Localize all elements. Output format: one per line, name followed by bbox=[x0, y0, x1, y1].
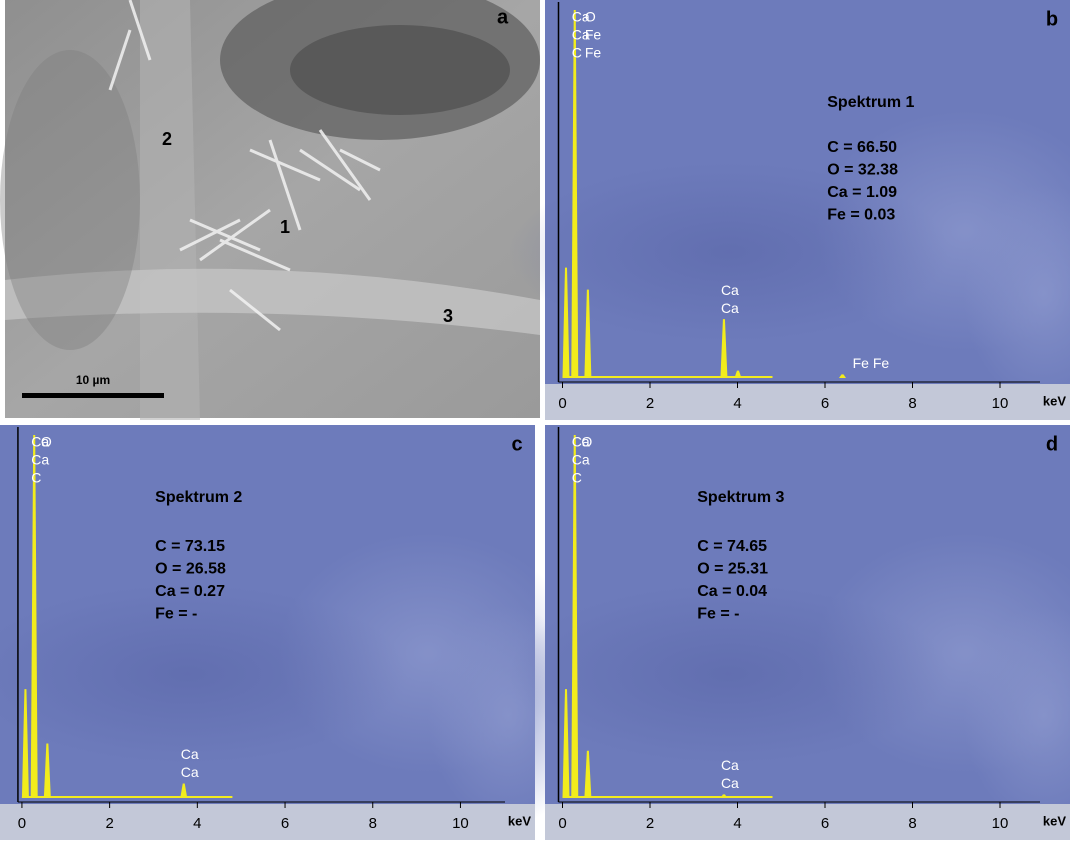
x-tick-label: 6 bbox=[281, 815, 289, 832]
panel-letter: c bbox=[511, 433, 522, 455]
spectrum-title: Spektrum 2 bbox=[155, 489, 242, 506]
point-label: 3 bbox=[443, 306, 453, 326]
x-axis-label: keV bbox=[1043, 393, 1066, 408]
x-tick-label: 6 bbox=[821, 815, 829, 832]
composition-line: C = 66.50 bbox=[827, 139, 897, 156]
x-tick-label: 0 bbox=[558, 395, 566, 412]
x-tick-label: 2 bbox=[646, 395, 654, 412]
peak-label: C bbox=[572, 45, 582, 61]
composition-line: Ca = 0.27 bbox=[155, 583, 225, 600]
composition-line: Fe = - bbox=[697, 606, 739, 623]
point-label: 2 bbox=[162, 129, 172, 149]
peak-label: Ca bbox=[31, 452, 49, 468]
peak-label: Ca bbox=[181, 746, 199, 762]
composition-line: C = 73.15 bbox=[155, 538, 225, 555]
x-tick-label: 10 bbox=[452, 815, 469, 832]
composition-line: O = 32.38 bbox=[827, 162, 898, 179]
peak-label: Fe Fe bbox=[853, 355, 890, 371]
composition-line: Fe = 0.03 bbox=[827, 207, 895, 224]
spectrum-baseline bbox=[563, 796, 773, 798]
scale-bar-label: 10 µm bbox=[76, 373, 110, 387]
peak-label: Fe bbox=[585, 27, 602, 43]
spectrum-title: Spektrum 1 bbox=[827, 94, 914, 111]
composition-line: O = 26.58 bbox=[155, 561, 226, 578]
x-tick-label: 4 bbox=[733, 815, 741, 832]
composition-line: Ca = 0.04 bbox=[697, 583, 767, 600]
x-tick-label: 10 bbox=[992, 815, 1009, 832]
panel-letter: b bbox=[1046, 8, 1058, 30]
x-axis-label: keV bbox=[1043, 813, 1066, 828]
spectrum-panel: 0 2 4 6 8 10 keV d Spektrum 3 C = 74.65 O = 25.31 C… bbox=[509, 425, 1070, 840]
sem-image bbox=[0, 0, 540, 420]
x-tick-label: 6 bbox=[821, 395, 829, 412]
composition-line: C = 74.65 bbox=[697, 538, 767, 555]
peak-label: Ca bbox=[572, 452, 590, 468]
x-tick-label: 0 bbox=[558, 815, 566, 832]
peak-label: Fe bbox=[585, 45, 602, 61]
peak-label: Ca bbox=[721, 300, 739, 316]
x-axis-label: keV bbox=[508, 813, 531, 828]
peak-label: C bbox=[572, 470, 582, 486]
spectrum-panel: 0 2 4 6 8 10 keV c Spektrum 2 C = 73.15 O = 26.58 C… bbox=[0, 425, 588, 840]
x-tick-label: 8 bbox=[908, 815, 916, 832]
spectrum-panel: 0 2 4 6 8 10 keV b Spektrum 1 C = 66.50 O = 32.38 C… bbox=[509, 0, 1070, 420]
point-label: 1 bbox=[280, 217, 290, 237]
x-tick-label: 4 bbox=[193, 815, 201, 832]
composition-line: O = 25.31 bbox=[697, 561, 768, 578]
x-tick-label: 10 bbox=[992, 395, 1009, 412]
x-tick-label: 8 bbox=[908, 395, 916, 412]
panel-letter: d bbox=[1046, 433, 1058, 455]
spectrum-title: Spektrum 3 bbox=[697, 489, 784, 506]
composition-line: Fe = - bbox=[155, 606, 197, 623]
figure: a 1 2 3 10 µm 0 2 4 6 8 10 keV b Spektrum 1 C = 6… bbox=[0, 0, 1070, 840]
peak-label: Ca bbox=[721, 775, 739, 791]
composition-line: Ca = 1.09 bbox=[827, 184, 897, 201]
peak-label: O bbox=[581, 434, 592, 450]
panel-letter: a bbox=[497, 6, 509, 28]
peak-label: Ca bbox=[721, 757, 739, 773]
peak-label: C bbox=[31, 470, 41, 486]
peak-label: O bbox=[41, 434, 52, 450]
x-tick-label: 0 bbox=[18, 815, 26, 832]
peak-label: Ca bbox=[181, 764, 199, 780]
spectrum-baseline bbox=[22, 796, 232, 798]
x-tick-label: 2 bbox=[646, 815, 654, 832]
x-tick-label: 8 bbox=[369, 815, 377, 832]
peak-label: O bbox=[585, 9, 596, 25]
x-tick-label: 2 bbox=[105, 815, 113, 832]
peak-label: Ca bbox=[721, 282, 739, 298]
x-tick-label: 4 bbox=[733, 395, 741, 412]
